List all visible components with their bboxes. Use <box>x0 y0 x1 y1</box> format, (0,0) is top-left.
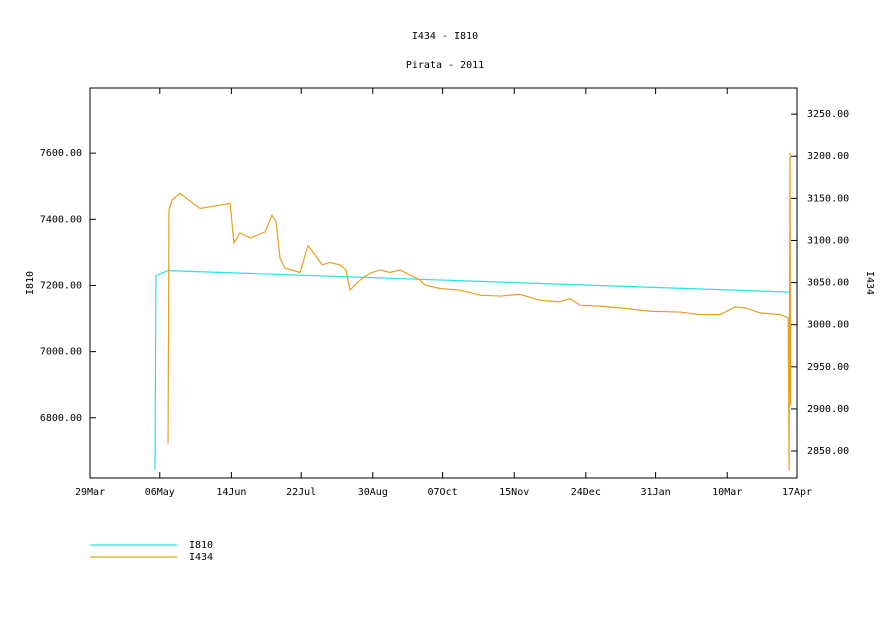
chart-title: I434 - I810 <box>412 31 478 42</box>
y-axis-label: I810 <box>25 271 36 295</box>
y2-tick-label: 2900.00 <box>807 404 849 415</box>
x-tick-label: 31Jan <box>641 487 671 498</box>
x-tick-label: 10Mar <box>712 487 742 498</box>
x-tick-label: 07Oct <box>428 487 458 498</box>
legend-label: I810 <box>189 540 213 551</box>
x-tick-label: 17Apr <box>782 487 812 498</box>
x-tick-label: 24Dec <box>571 487 601 498</box>
y2-tick-label: 3100.00 <box>807 235 849 246</box>
x-tick-label: 22Jul <box>286 487 316 498</box>
y-tick-label: 7000.00 <box>40 347 82 358</box>
y2-tick-label: 3000.00 <box>807 320 849 331</box>
line-series <box>167 152 792 471</box>
x-tick-label: 29Mar <box>75 487 105 498</box>
y-tick-label: 6800.00 <box>40 413 82 424</box>
x-tick-label: 30Aug <box>358 487 388 498</box>
y2-tick-label: 3150.00 <box>807 193 849 204</box>
y2-tick-label: 3250.00 <box>807 109 849 120</box>
y2-tick-label: 3050.00 <box>807 278 849 289</box>
y2-tick-label: 2850.00 <box>807 446 849 457</box>
y2-tick-label: 2950.00 <box>807 362 849 373</box>
y2-tick-label: 3200.00 <box>807 151 849 162</box>
chart-subtitle: Pirata - 2011 <box>406 60 484 71</box>
line-series <box>154 269 791 471</box>
legend-label: I434 <box>189 552 213 563</box>
plot-frame <box>89 87 798 479</box>
y-tick-label: 7600.00 <box>40 148 82 159</box>
x-tick-label: 15Nov <box>499 487 529 498</box>
x-tick-label: 14Jun <box>216 487 246 498</box>
y-tick-label: 7400.00 <box>40 214 82 225</box>
x-tick-label: 06May <box>145 487 175 498</box>
y-tick-label: 7200.00 <box>40 280 82 291</box>
y2-axis-label: I434 <box>864 271 875 295</box>
